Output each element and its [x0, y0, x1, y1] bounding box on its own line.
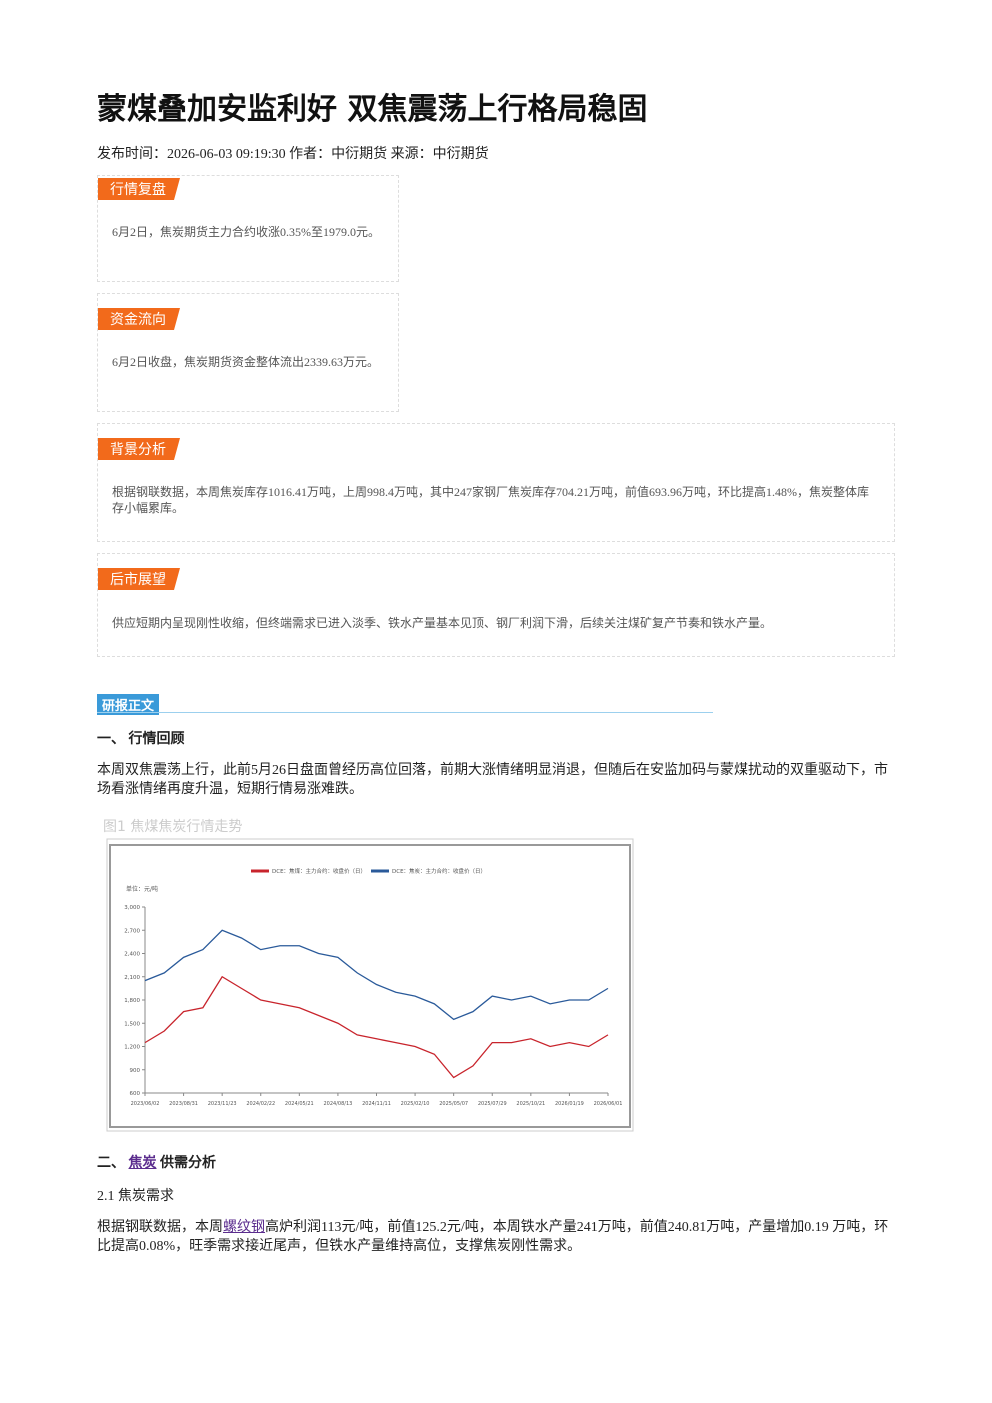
x-tick-label: 2026/01/19 — [555, 1101, 584, 1107]
box-tag: 背景分析 — [98, 438, 180, 460]
line — [144, 929, 609, 1021]
legend-label: DCE：焦煤：主力合约：收盘价（日） — [272, 867, 366, 875]
heading-prefix: 二、 — [97, 1156, 125, 1171]
legend-label: DCE：焦炭：主力合约：收盘价（日） — [392, 867, 486, 875]
report-tag: 研报正文 — [97, 694, 160, 715]
box-text: 6月2日收盘，焦炭期货资金整体流出2339.63万元。 — [112, 355, 380, 369]
y-tick-label: 600 — [130, 1091, 141, 1097]
x-tick-label: 2025/07/29 — [478, 1101, 507, 1107]
x-tick-label: 2026/06/01 — [594, 1101, 623, 1107]
x-tick-label: 2023/06/02 — [131, 1101, 160, 1107]
x-tick-label: 2025/10/21 — [516, 1101, 545, 1107]
frame — [106, 838, 634, 1132]
y-tick-label: 3,000 — [124, 905, 140, 911]
chart: 单位：元/吨 3,000 2,700 2,400 2,100 1,800 1,500 1,2… — [106, 838, 634, 1132]
y-tick-label: 900 — [130, 1068, 141, 1074]
x-tick-label: 2024/11/11 — [362, 1101, 391, 1107]
title: 蒙煤叠加安监利好 双焦震荡上行格局稳固 — [97, 92, 648, 127]
x-tick-label: 2023/11/23 — [208, 1101, 237, 1107]
box-text: 供应短期内呈现刚性收缩，但终端需求已进入淡季、铁水产量基本见顶、钢厂利润下滑，后… — [112, 616, 773, 630]
info-box: 资金流向 6月2日收盘，焦炭期货资金整体流出2339.63万元。 — [97, 293, 399, 412]
x-tick-label: 2023/08/31 — [169, 1101, 198, 1107]
x-tick-label: 2025/02/10 — [401, 1101, 430, 1107]
inner-frame — [109, 844, 631, 1128]
line — [144, 975, 609, 1079]
divider — [97, 712, 713, 713]
y-tick-label: 1,500 — [124, 1021, 140, 1027]
link[interactable]: 焦炭 — [128, 1156, 157, 1171]
info-box: 行情复盘 6月2日，焦炭期货主力合约收涨0.35%至1979.0元。 — [97, 175, 399, 282]
info-box: 后市展望 供应短期内呈现刚性收缩，但终端需求已进入淡季、铁水产量基本见顶、钢厂利… — [97, 553, 895, 657]
x-tick-label: 2024/02/22 — [246, 1101, 275, 1107]
heading: 二、 焦炭 供需分析 — [97, 1152, 216, 1172]
link[interactable]: 螺纹钢 — [223, 1220, 265, 1235]
paragraph: 根据钢联数据，本周螺纹钢高炉利润113元/吨，前值125.2元/吨，本周铁水产量… — [97, 1218, 889, 1256]
box-text: 6月2日，焦炭期货主力合约收涨0.35%至1979.0元。 — [112, 225, 380, 239]
box-tag: 资金流向 — [98, 308, 180, 330]
y-tick-label: 2,400 — [124, 952, 140, 958]
text: 根据钢联数据，本周 — [97, 1220, 223, 1235]
meta: 发布时间：2026-06-03 09:19:30 作者：中衍期货 来源：中衍期货 — [97, 147, 489, 162]
paragraph: 本周双焦震荡上行，此前5月26日盘面曾经历高位回落，前期大涨情绪明显消退，但随后… — [97, 763, 888, 797]
x-tick-label: 2024/08/13 — [324, 1101, 353, 1107]
unit: 单位：元/吨 — [126, 885, 158, 893]
subheading: 2.1 焦炭需求 — [97, 1189, 174, 1204]
info-box: 背景分析 根据钢联数据，本周焦炭库存1016.41万吨，上周998.4万吨，其中… — [97, 423, 895, 542]
y-tick-label: 2,100 — [124, 975, 140, 981]
x-tick-label: 2024/05/21 — [285, 1101, 314, 1107]
box-tag: 行情复盘 — [98, 178, 180, 200]
y-tick-label: 2,700 — [124, 928, 140, 934]
box-text: 根据钢联数据，本周焦炭库存1016.41万吨，上周998.4万吨，其中247家钢… — [112, 485, 870, 515]
text: 高炉利润113元/吨，前值125.2元/吨，本周铁水产量241万吨，前值240.… — [97, 1220, 889, 1254]
y-tick-label: 1,200 — [124, 1045, 140, 1051]
heading: 一、 行情回顾 — [97, 732, 185, 747]
y-tick-label: 1,800 — [124, 998, 140, 1004]
x-tick-label: 2025/05/07 — [439, 1101, 468, 1107]
box-tag: 后市展望 — [98, 568, 180, 590]
figure-caption: 图1 焦煤焦炭行情走势 — [103, 819, 243, 835]
heading-suffix: 供需分析 — [160, 1156, 216, 1171]
